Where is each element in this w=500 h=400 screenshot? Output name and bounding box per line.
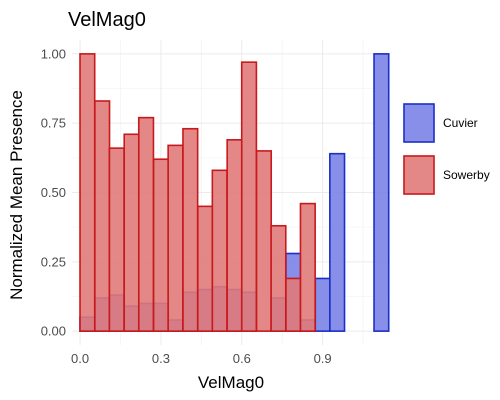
bar-sowerby (137, 116, 155, 332)
bar-sowerby (196, 205, 214, 332)
bar-sowerby (226, 139, 243, 332)
y-axis-title: Normalized Mean Presence (7, 90, 26, 300)
y-tick-label: 0.25 (41, 254, 66, 269)
x-tick-label: 0.3 (152, 351, 170, 366)
bar-cuvier (314, 277, 331, 332)
bar-sowerby (79, 53, 96, 332)
bar-sowerby (123, 133, 140, 332)
x-tick-label: 0.6 (233, 351, 251, 366)
bar-sowerby (270, 224, 287, 332)
bar-sowerby (182, 127, 199, 332)
legend: Cuvier Sowerby (403, 103, 490, 195)
y-tick-label: 0.75 (41, 116, 66, 131)
y-tick-label: 0.50 (41, 185, 66, 200)
legend-label-sowerby: Sowerby (443, 168, 490, 182)
bar-sowerby (108, 147, 125, 332)
legend-key-cuvier (403, 103, 435, 143)
bar-sowerby (299, 202, 316, 332)
bar-sowerby (152, 158, 170, 332)
bar-sowerby (211, 169, 228, 332)
chart-title: VelMag0 (68, 9, 146, 31)
x-tick-label: 0.9 (314, 351, 332, 366)
legend-key-sowerby (403, 155, 435, 195)
series-sowerby-bars (79, 53, 316, 332)
x-axis-ticks: 0.0 0.3 0.6 0.9 (71, 351, 332, 366)
bar-cuvier (329, 152, 346, 332)
x-tick-label: 0.0 (71, 351, 89, 366)
y-axis-ticks: 0.00 0.25 0.50 0.75 1.00 (41, 46, 66, 338)
bar-sowerby (94, 100, 111, 332)
bar-sowerby (255, 150, 273, 332)
y-tick-label: 1.00 (41, 46, 66, 61)
bar-sowerby (285, 277, 302, 332)
bar-sowerby (240, 61, 258, 332)
y-tick-label: 0.00 (41, 324, 66, 339)
x-axis-title: VelMag0 (198, 373, 264, 392)
bar-cuvier (373, 53, 390, 332)
bar-sowerby (167, 144, 184, 332)
legend-label-cuvier: Cuvier (443, 116, 478, 130)
